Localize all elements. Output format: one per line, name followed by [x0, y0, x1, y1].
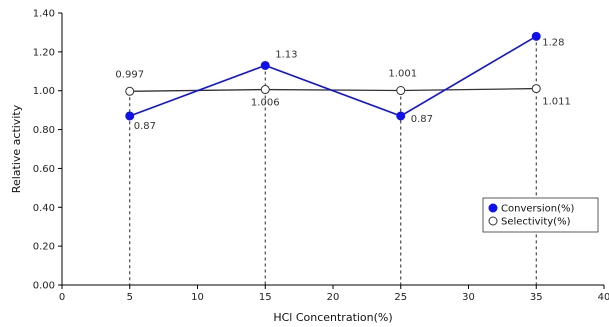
- axes: 0.00 0.20 0.40 0.60 0.80 1.00 1.20 1.40 0 5 10 15 20…: [33, 9, 609, 304]
- selectivity-data-label: 1.006: [251, 98, 280, 109]
- legend-box: [482, 197, 599, 233]
- x-tick-label: 35: [530, 292, 543, 303]
- conversion-data-label: 1.13: [275, 49, 297, 60]
- selectivity-point: [531, 84, 541, 94]
- y-tick-label: 1.00: [33, 86, 55, 97]
- y-axis-title: Relative activity: [10, 104, 23, 193]
- y-tick-label: 0.40: [33, 203, 55, 214]
- conversion-data-label: 0.87: [134, 121, 156, 132]
- drop-lines: [129, 36, 537, 285]
- selectivity-data-label: 0.997: [115, 69, 144, 80]
- selectivity-data-label: 1.001: [388, 69, 417, 80]
- data-labels: 0.87 1.13 0.87 1.28 0.997 1.006 1.001 1.011: [115, 37, 570, 132]
- conversion-point: [396, 111, 406, 121]
- x-tick-label: 5: [127, 292, 133, 303]
- y-tick-label: 0.60: [33, 164, 55, 175]
- x-tick-label: 0: [59, 292, 65, 303]
- x-tick-label: 40: [598, 292, 609, 303]
- y-tick-label: 0.20: [33, 242, 55, 253]
- legend: Conversion(%) Selectivity(%): [482, 197, 599, 233]
- legend-marker-selectivity: [488, 216, 498, 226]
- legend-marker-conversion: [488, 203, 498, 213]
- series-layer: [125, 31, 541, 121]
- conversion-point: [125, 111, 135, 121]
- selectivity-point: [125, 86, 135, 96]
- legend-label-conversion: Conversion(%): [501, 204, 574, 215]
- x-tick-label: 25: [394, 292, 407, 303]
- conversion-data-label: 1.28: [542, 37, 564, 48]
- x-axis-title: HCl Concentration(%): [273, 311, 392, 324]
- conversion-point: [260, 60, 270, 70]
- y-tick-label: 1.20: [33, 47, 55, 58]
- series-line-conversion: [129, 35, 537, 117]
- x-tick-label: 15: [259, 292, 272, 303]
- y-tick-label: 0.80: [33, 125, 55, 136]
- selectivity-point: [396, 86, 406, 96]
- x-tick-label: 30: [462, 292, 475, 303]
- selectivity-point: [260, 85, 270, 95]
- legend-label-selectivity: Selectivity(%): [501, 217, 571, 228]
- conversion-point: [531, 31, 541, 41]
- x-tick-label: 20: [327, 292, 340, 303]
- y-tick-label: 0.00: [33, 281, 55, 292]
- y-tick-label: 1.40: [33, 9, 55, 20]
- conversion-data-label: 0.87: [411, 114, 433, 125]
- selectivity-data-label: 1.011: [542, 97, 571, 108]
- x-tick-label: 10: [191, 292, 204, 303]
